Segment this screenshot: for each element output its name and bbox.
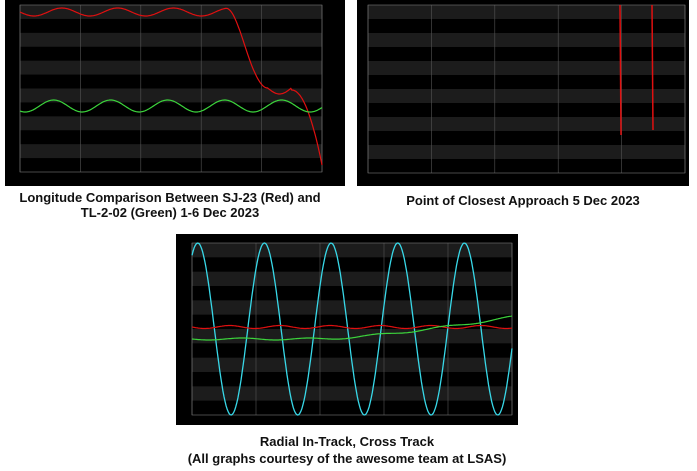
stripe (368, 5, 685, 19)
caption: Point of Closest Approach 5 Dec 2023 (406, 193, 640, 208)
stripe (368, 61, 685, 75)
caption: Radial In-Track, Cross Track (260, 434, 435, 449)
curve (619, 4, 622, 136)
stripe (192, 243, 512, 258)
caption: Longitude Comparison Between SJ-23 (Red)… (19, 190, 320, 205)
stripe (20, 32, 322, 47)
stripe (20, 144, 322, 159)
curve (19, 99, 323, 113)
caption: (All graphs courtesy of the awesome team… (188, 451, 507, 466)
stripe (20, 5, 322, 19)
stripe (368, 89, 685, 103)
stripe (20, 60, 322, 75)
plot-frame (19, 4, 323, 173)
stripe (368, 117, 685, 131)
curve (191, 242, 513, 416)
plot-frame (367, 4, 686, 174)
stripe (368, 33, 685, 47)
stripe (368, 145, 685, 159)
curve (191, 324, 513, 330)
curve (191, 315, 513, 341)
caption: TL-2-02 (Green) 1-6 Dec 2023 (81, 205, 259, 220)
ric-chart-image (176, 234, 518, 425)
stripe (192, 300, 512, 315)
closest-approach-chart-image (357, 0, 689, 186)
stripe (20, 116, 322, 131)
stripe (192, 329, 512, 344)
curve (651, 4, 654, 131)
longitude-chart-image (5, 0, 345, 186)
plot-frame (191, 242, 513, 416)
stripe (192, 271, 512, 286)
curve (19, 7, 323, 166)
stripe (192, 386, 512, 401)
stripe (20, 88, 322, 103)
